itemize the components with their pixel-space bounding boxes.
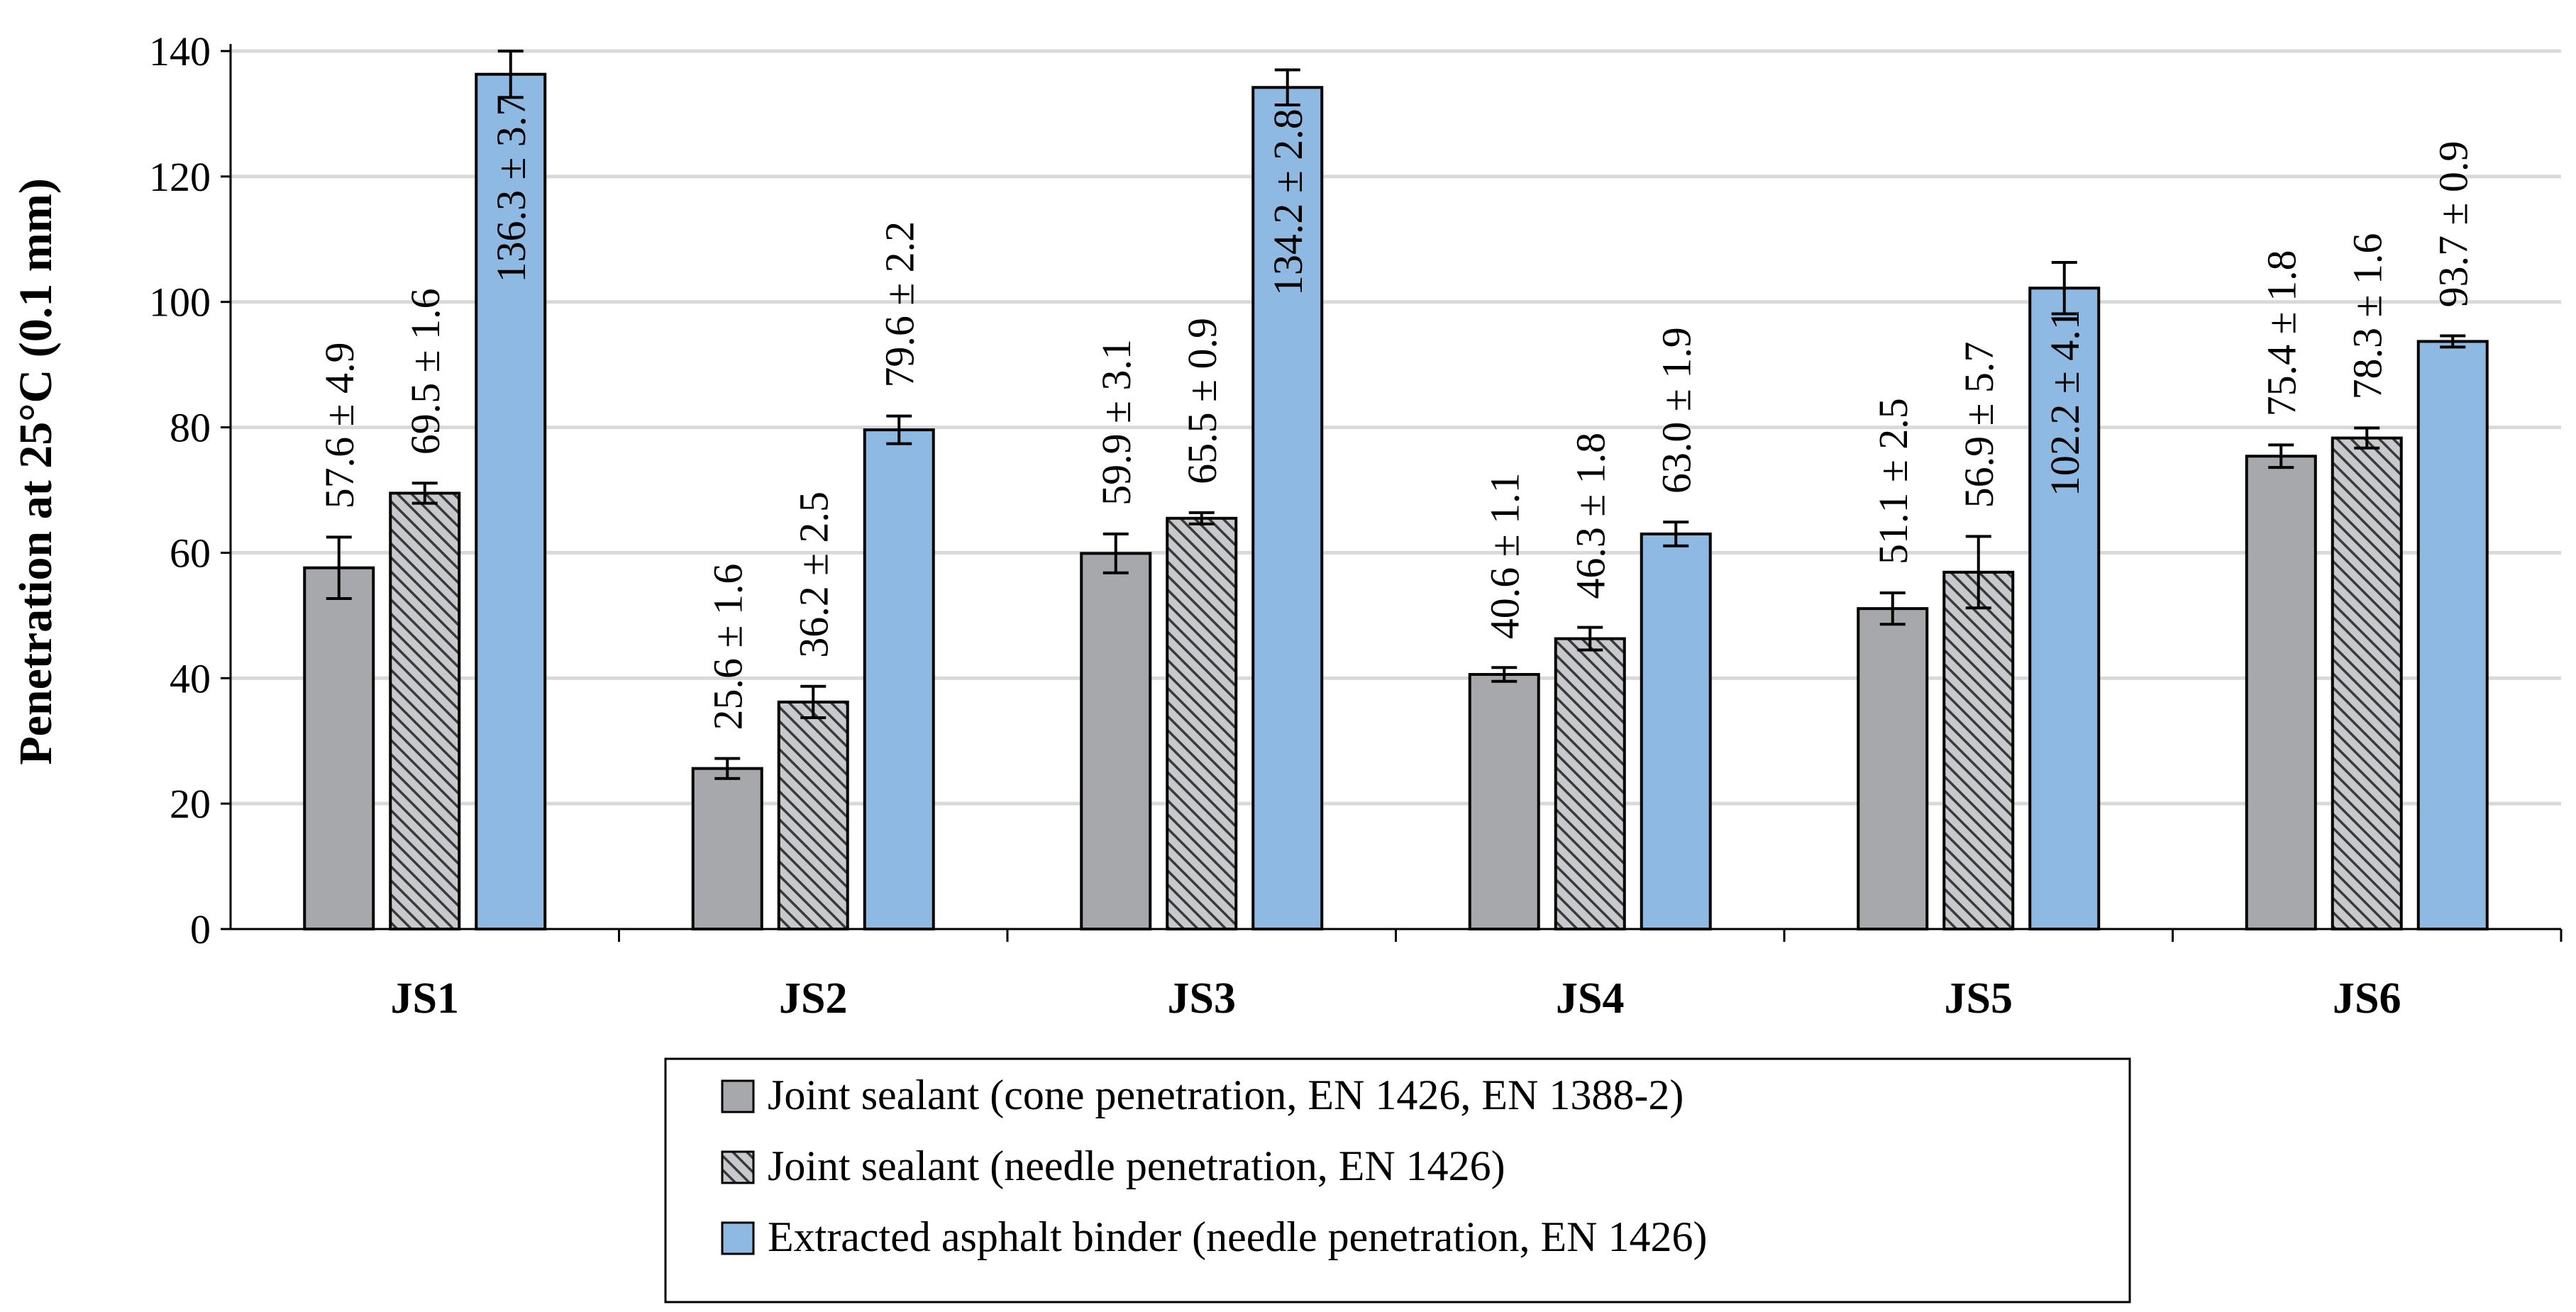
y-tick-label: 100 — [149, 279, 211, 326]
category-label: JS3 — [1168, 974, 1236, 1023]
bar — [2245, 455, 2317, 930]
legend-swatch — [721, 1150, 755, 1184]
legend-swatch — [721, 1221, 755, 1255]
y-tick-label: 40 — [170, 655, 211, 701]
data-label: 56.9 ± 5.7 — [1956, 342, 2002, 508]
legend-swatch — [721, 1079, 755, 1113]
data-label: 63.0 ± 1.9 — [1653, 327, 1699, 494]
bar — [1468, 672, 1540, 930]
legend-box — [664, 1057, 2131, 1303]
legend: Joint sealant (cone penetration, EN 1426… — [664, 1057, 2131, 1303]
data-label: 59.9 ± 3.1 — [1093, 339, 1139, 506]
data-label: 75.4 ± 1.8 — [2258, 250, 2304, 416]
y-tick-label: 0 — [190, 906, 211, 952]
category-label: JS2 — [779, 974, 847, 1023]
bar — [2331, 436, 2403, 930]
bar — [1166, 516, 1238, 930]
data-label: 93.7 ± 0.9 — [2430, 141, 2476, 308]
data-label: 79.6 ± 2.2 — [876, 221, 922, 388]
category-label: JS4 — [1556, 974, 1624, 1023]
legend-entry: Joint sealant (needle penetration, EN 14… — [768, 1143, 1505, 1189]
data-label: 46.3 ± 1.8 — [1567, 433, 1613, 599]
x-axis-categories: JS1 JS2 JS3 JS4 JS5 JS6 — [391, 929, 2401, 1023]
data-label: 136.3 ± 3.7 — [488, 96, 534, 283]
data-label: 69.5 ± 1.6 — [402, 288, 448, 455]
y-axis-label: Penetration at 25°C (0.1 mm) — [10, 178, 62, 765]
gridlines — [231, 49, 2561, 806]
bar — [475, 72, 547, 930]
data-label: 57.6 ± 4.9 — [316, 342, 363, 508]
category-label: JS5 — [1945, 974, 2013, 1023]
data-label: 134.2 ± 2.8 — [1265, 109, 1311, 296]
bars — [303, 72, 2489, 931]
data-label: 25.6 ± 1.6 — [704, 564, 751, 730]
bar — [1942, 570, 2015, 930]
y-tick-label: 60 — [170, 530, 211, 576]
bar — [1640, 532, 1712, 930]
bar — [303, 566, 375, 930]
bar — [2416, 340, 2489, 931]
bar — [1857, 607, 1929, 930]
data-label: 78.3 ± 1.6 — [2344, 233, 2390, 400]
category-label: JS1 — [391, 974, 459, 1023]
y-tick-label: 80 — [170, 405, 211, 451]
bar — [1251, 86, 1324, 930]
bar — [1080, 552, 1152, 930]
y-axis-ticks: 0 20 40 60 80 100 120 140 — [149, 28, 231, 952]
bar — [1554, 637, 1626, 931]
bar — [863, 428, 935, 930]
data-labels: 57.6 ± 4.9 69.5 ± 1.6 136.3 ± 3.7 25.6 ± 1.… — [316, 50, 2476, 780]
data-label: 102.2 ± 4.1 — [2042, 309, 2088, 496]
category-label: JS6 — [2333, 974, 2401, 1023]
bar — [2028, 287, 2101, 930]
y-tick-label: 140 — [149, 28, 211, 74]
legend-entry: Extracted asphalt binder (needle penetra… — [768, 1213, 1707, 1260]
y-tick-label: 20 — [170, 781, 211, 827]
bar — [777, 700, 849, 930]
legend-entry: Joint sealant (cone penetration, EN 1426… — [768, 1072, 1684, 1118]
data-label: 65.5 ± 0.9 — [1179, 318, 1225, 484]
data-label: 51.1 ± 2.5 — [1870, 398, 1916, 565]
data-label: 36.2 ± 2.5 — [790, 491, 836, 658]
axes — [229, 44, 2563, 942]
bar — [691, 767, 763, 930]
data-label: 40.6 ± 1.1 — [1481, 472, 1527, 639]
bar — [389, 491, 461, 930]
y-tick-label: 120 — [149, 154, 211, 200]
